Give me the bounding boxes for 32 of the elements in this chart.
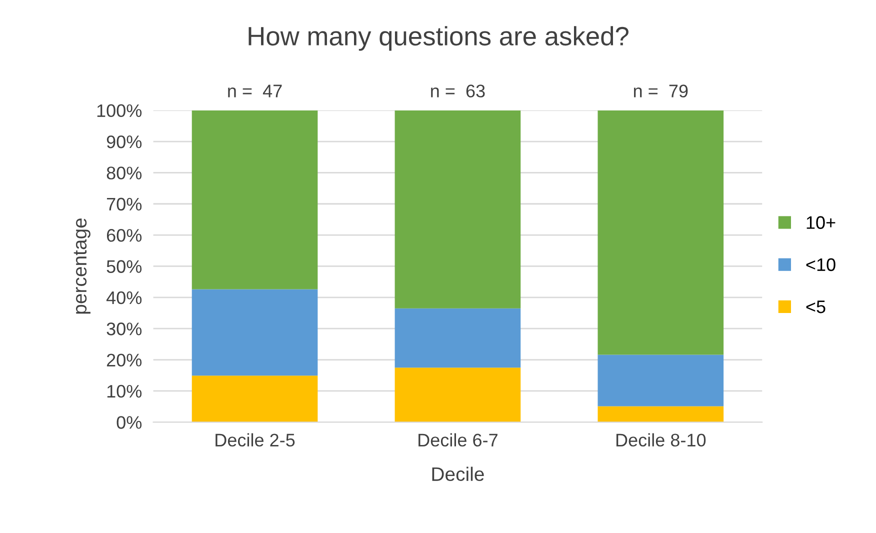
bar [192, 289, 318, 376]
legend-label: <5 [806, 300, 826, 314]
bar [598, 110, 724, 355]
y-tick-label: 0% [116, 416, 142, 429]
text: n = 63 [431, 84, 485, 98]
text: n = 47 [228, 84, 282, 98]
x-tick-label: Decile 2-5 [216, 433, 295, 447]
y-tick-label: 20% [106, 354, 142, 366]
y-tick-label: 90% [106, 135, 142, 148]
bar [192, 110, 318, 290]
y-tick-label: 10% [107, 384, 142, 398]
bar [394, 308, 521, 368]
legend-label: 10+ [806, 216, 836, 229]
bar [394, 368, 521, 422]
text: n = 79 [634, 84, 688, 98]
x-tick-label: Decile 8-10 [616, 433, 706, 447]
y-tick-label: 30% [106, 322, 142, 336]
y-tick-label: 100% [97, 104, 142, 118]
y-axis-title: percentage [74, 218, 90, 314]
y-tick-label: 70% [106, 198, 142, 211]
legend-label: <10 [806, 258, 836, 272]
bar [192, 376, 318, 422]
bar [394, 110, 521, 308]
y-tick-label: 80% [106, 166, 142, 180]
bar [598, 354, 724, 406]
y-tick-label: 50% [106, 260, 142, 273]
x-axis-title: Decile [432, 466, 484, 482]
bar [598, 406, 724, 422]
x-tick-label: Decile 6-7 [418, 433, 498, 447]
y-tick-label: 60% [106, 228, 142, 242]
chart-title: How many questions are asked? [248, 26, 628, 51]
y-tick-label: 40% [106, 291, 142, 304]
